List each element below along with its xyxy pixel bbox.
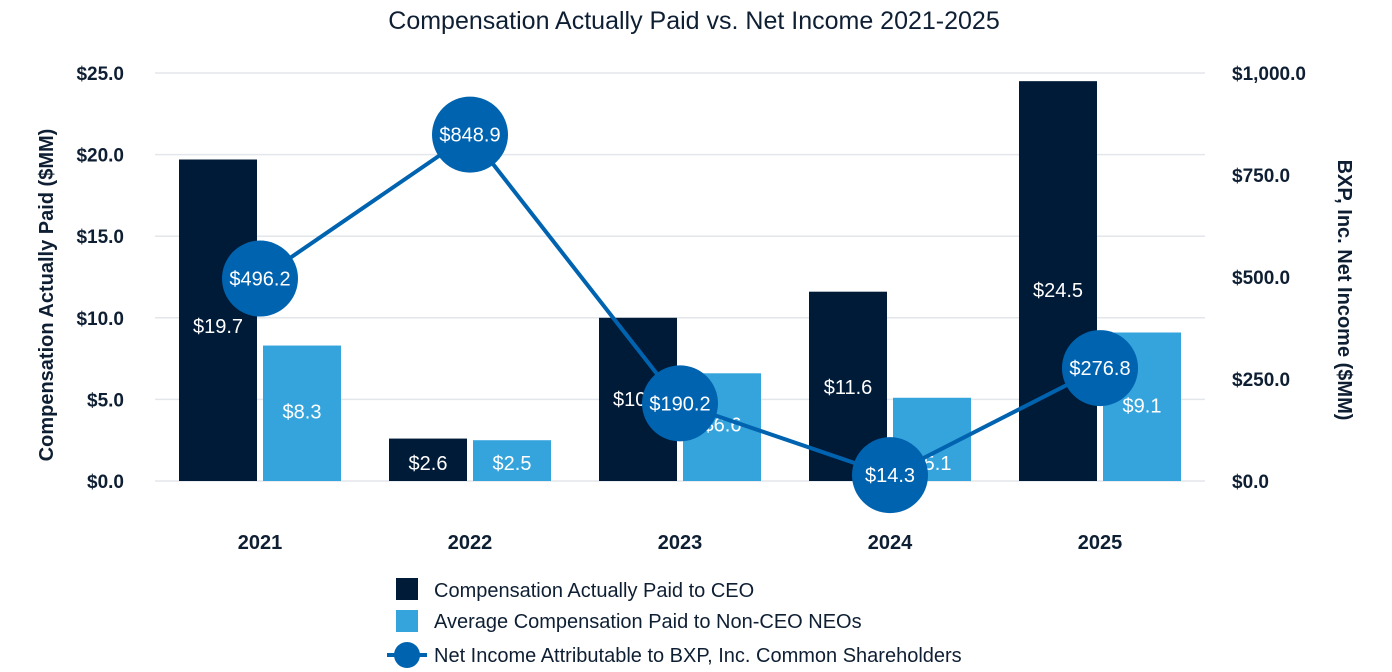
left-tick-label: $20.0 (76, 146, 124, 167)
neo-bar-label: $8.3 (283, 402, 322, 424)
net-income-line: $496.2 $848.9 $190.2 $14.3 $276.8 (222, 96, 1138, 514)
net-income-point (1062, 330, 1138, 407)
legend-marker-net-income (394, 642, 420, 668)
left-tick-label: $10.0 (76, 309, 124, 330)
neo-bar-label: $9.1 (1123, 396, 1162, 418)
category-label: 2025 (1078, 532, 1123, 554)
left-tick-label: $15.0 (76, 227, 124, 248)
left-tick-label: $25.0 (76, 64, 124, 85)
neo-bar (263, 345, 341, 481)
net-income-point-label: $14.3 (865, 465, 915, 487)
bars: $19.7$8.3$2.6 $2.5$10.0$6.6$11.6$5.1$24.5… (179, 81, 1181, 481)
ceo-bar (1019, 81, 1097, 481)
right-tick-label: $750.0 (1232, 166, 1290, 187)
right-tick-label: $1,000.0 (1232, 64, 1306, 85)
legend-label-neo: Average Compensation Paid to Non-CEO NEO… (434, 611, 862, 633)
right-axis-ticks: $0.0 $250.0 $500.0 $750.0 $1,000.0 (1232, 64, 1306, 493)
ceo-bar-label: $11.6 (824, 377, 873, 399)
net-income-point (852, 437, 928, 514)
left-axis-label: Compensation Actually Paid ($MM) (36, 129, 58, 462)
net-income-point (642, 365, 718, 442)
net-income-point-label: $190.2 (649, 393, 710, 415)
net-income-point-label: $848.9 (439, 125, 500, 147)
chart-title: Compensation Actually Paid vs. Net Incom… (388, 7, 999, 35)
legend-label-ceo: Compensation Actually Paid to CEO (434, 580, 754, 602)
right-tick-label: $250.0 (1232, 370, 1290, 391)
neo-bar (473, 440, 551, 481)
right-tick-label: $500.0 (1232, 268, 1290, 289)
category-labels: 2021 2022 2023 2024 2025 (238, 532, 1123, 554)
right-tick-label: $0.0 (1232, 472, 1269, 493)
net-income-point-label: $276.8 (1069, 358, 1130, 380)
right-axis-label: BXP, Inc. Net Income ($MM) (1333, 160, 1355, 421)
category-label: 2023 (658, 532, 703, 554)
ceo-bar (179, 159, 257, 481)
legend-swatch-neo (396, 610, 418, 632)
legend: Compensation Actually Paid to CEO Averag… (387, 578, 962, 668)
net-income-point (432, 96, 508, 173)
left-axis-ticks: $0.0 $5.0 $10.0 $15.0 $20.0 $25.0 (76, 64, 124, 493)
ceo-bar-label: $24.5 (1033, 280, 1083, 302)
category-label: 2021 (238, 532, 283, 554)
ceo-bar (389, 438, 467, 481)
neo-bar-label: $2.5 (493, 453, 532, 475)
category-label: 2022 (448, 532, 493, 554)
legend-label-net-income: Net Income Attributable to BXP, Inc. Com… (434, 645, 962, 667)
ceo-bar-label: $2.6 (409, 453, 448, 475)
net-income-point (222, 240, 298, 317)
left-tick-label: $0.0 (87, 472, 124, 493)
net-income-point-label: $496.2 (229, 269, 290, 291)
left-tick-label: $5.0 (87, 390, 124, 411)
legend-swatch-ceo (396, 578, 418, 600)
ceo-bar-label: $19.7 (193, 316, 243, 338)
category-label: 2024 (868, 532, 913, 554)
